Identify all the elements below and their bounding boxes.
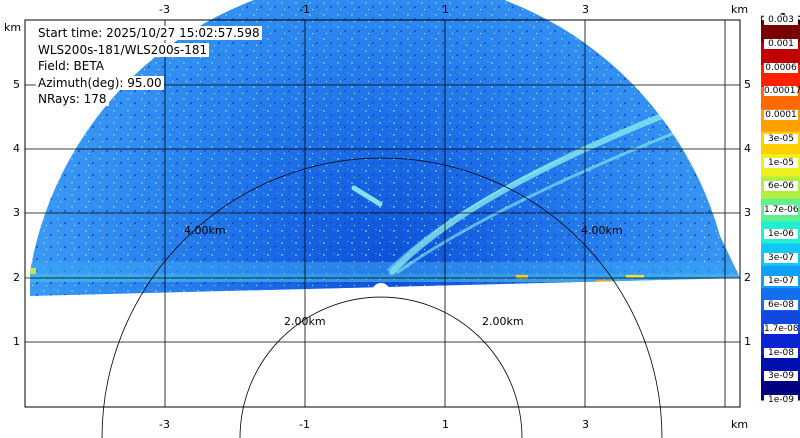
x-tick-bottom: -1 (299, 418, 310, 431)
y-tick-left: 3 (13, 206, 20, 219)
colorbar-tick-label: 0.001 (764, 38, 798, 49)
colorbar-tick-label: 0.0006 (764, 62, 798, 73)
range-rings (101, 157, 663, 438)
x-unit-top: km (731, 3, 749, 16)
y-tick-right: 3 (744, 206, 751, 219)
y-tick-left: 2 (13, 271, 20, 284)
x-tick-bottom: -3 (159, 418, 170, 431)
x-tick-bottom: 1 (442, 418, 449, 431)
y-tick-left: 4 (13, 142, 20, 155)
y-tick-right: 1 (744, 335, 751, 348)
colorbar-tick-label: 3e-05 (764, 133, 798, 144)
y-tick-left: 5 (13, 78, 20, 91)
y-unit-left: km (4, 21, 22, 34)
colorbar-tick-label: 1e-08 (764, 347, 798, 358)
colorbar-tick-label: 1.7e-06 (764, 205, 799, 215)
colorbar-tick-label: 1e-07 (764, 276, 798, 287)
colorbar-tick-label: 1.7e-08 (764, 323, 799, 334)
colorbar-tick-label: 3e-09 (764, 371, 798, 382)
x-tick-bottom: 3 (582, 418, 589, 431)
x-tick-top: 1 (442, 3, 449, 16)
colorbar-segment (761, 20, 800, 43)
blind-zone (372, 283, 390, 292)
colorbar-tick-label: 1e-09 (764, 395, 798, 405)
y-tick-right: 4 (744, 142, 751, 155)
nrays-text: NRays: 178 (36, 92, 109, 106)
x-tick-top: -1 (299, 3, 310, 16)
range-ring-label: 2.00km (284, 315, 326, 328)
colorbar-tick-label: 6e-08 (764, 300, 798, 310)
y-tick-left: 1 (13, 335, 20, 348)
range-ring-label: 2.00km (482, 315, 524, 328)
instrument-text: WLS200s-181/WLS200s-181 (36, 43, 210, 57)
x-unit-bottom: km (731, 418, 749, 431)
colorbar-tick-label: 6e-06 (764, 181, 798, 192)
colorbar-tick-label: 0.00017 (764, 86, 800, 97)
plot-frame (24, 19, 741, 408)
y-tick-right: 2 (744, 271, 751, 284)
aerosol-plume (351, 102, 722, 275)
colorbar-segment (761, 377, 800, 401)
colorbar-tick-label: 0.003 (764, 15, 798, 25)
start-time-text: Start time: 2025/10/27 15:02:57.598 (36, 26, 262, 40)
x-tick-top: -3 (159, 3, 170, 16)
field-text: Field: BETA (36, 59, 106, 73)
colorbar-tick-label: 3e-07 (764, 252, 798, 263)
colorbar-tick-label: 1e-06 (764, 228, 798, 239)
colorbar-tick-label: 0.0001 (764, 110, 798, 120)
x-tick-top: 3 (582, 3, 589, 16)
range-ring-label: 4.00km (581, 224, 623, 237)
azimuth-text: Azimuth(deg): 95.00 (36, 76, 164, 90)
range-ring-label: 4.00km (184, 224, 226, 237)
colorbar-tick-label: 1e-05 (764, 157, 798, 168)
y-tick-right: 5 (744, 78, 751, 91)
